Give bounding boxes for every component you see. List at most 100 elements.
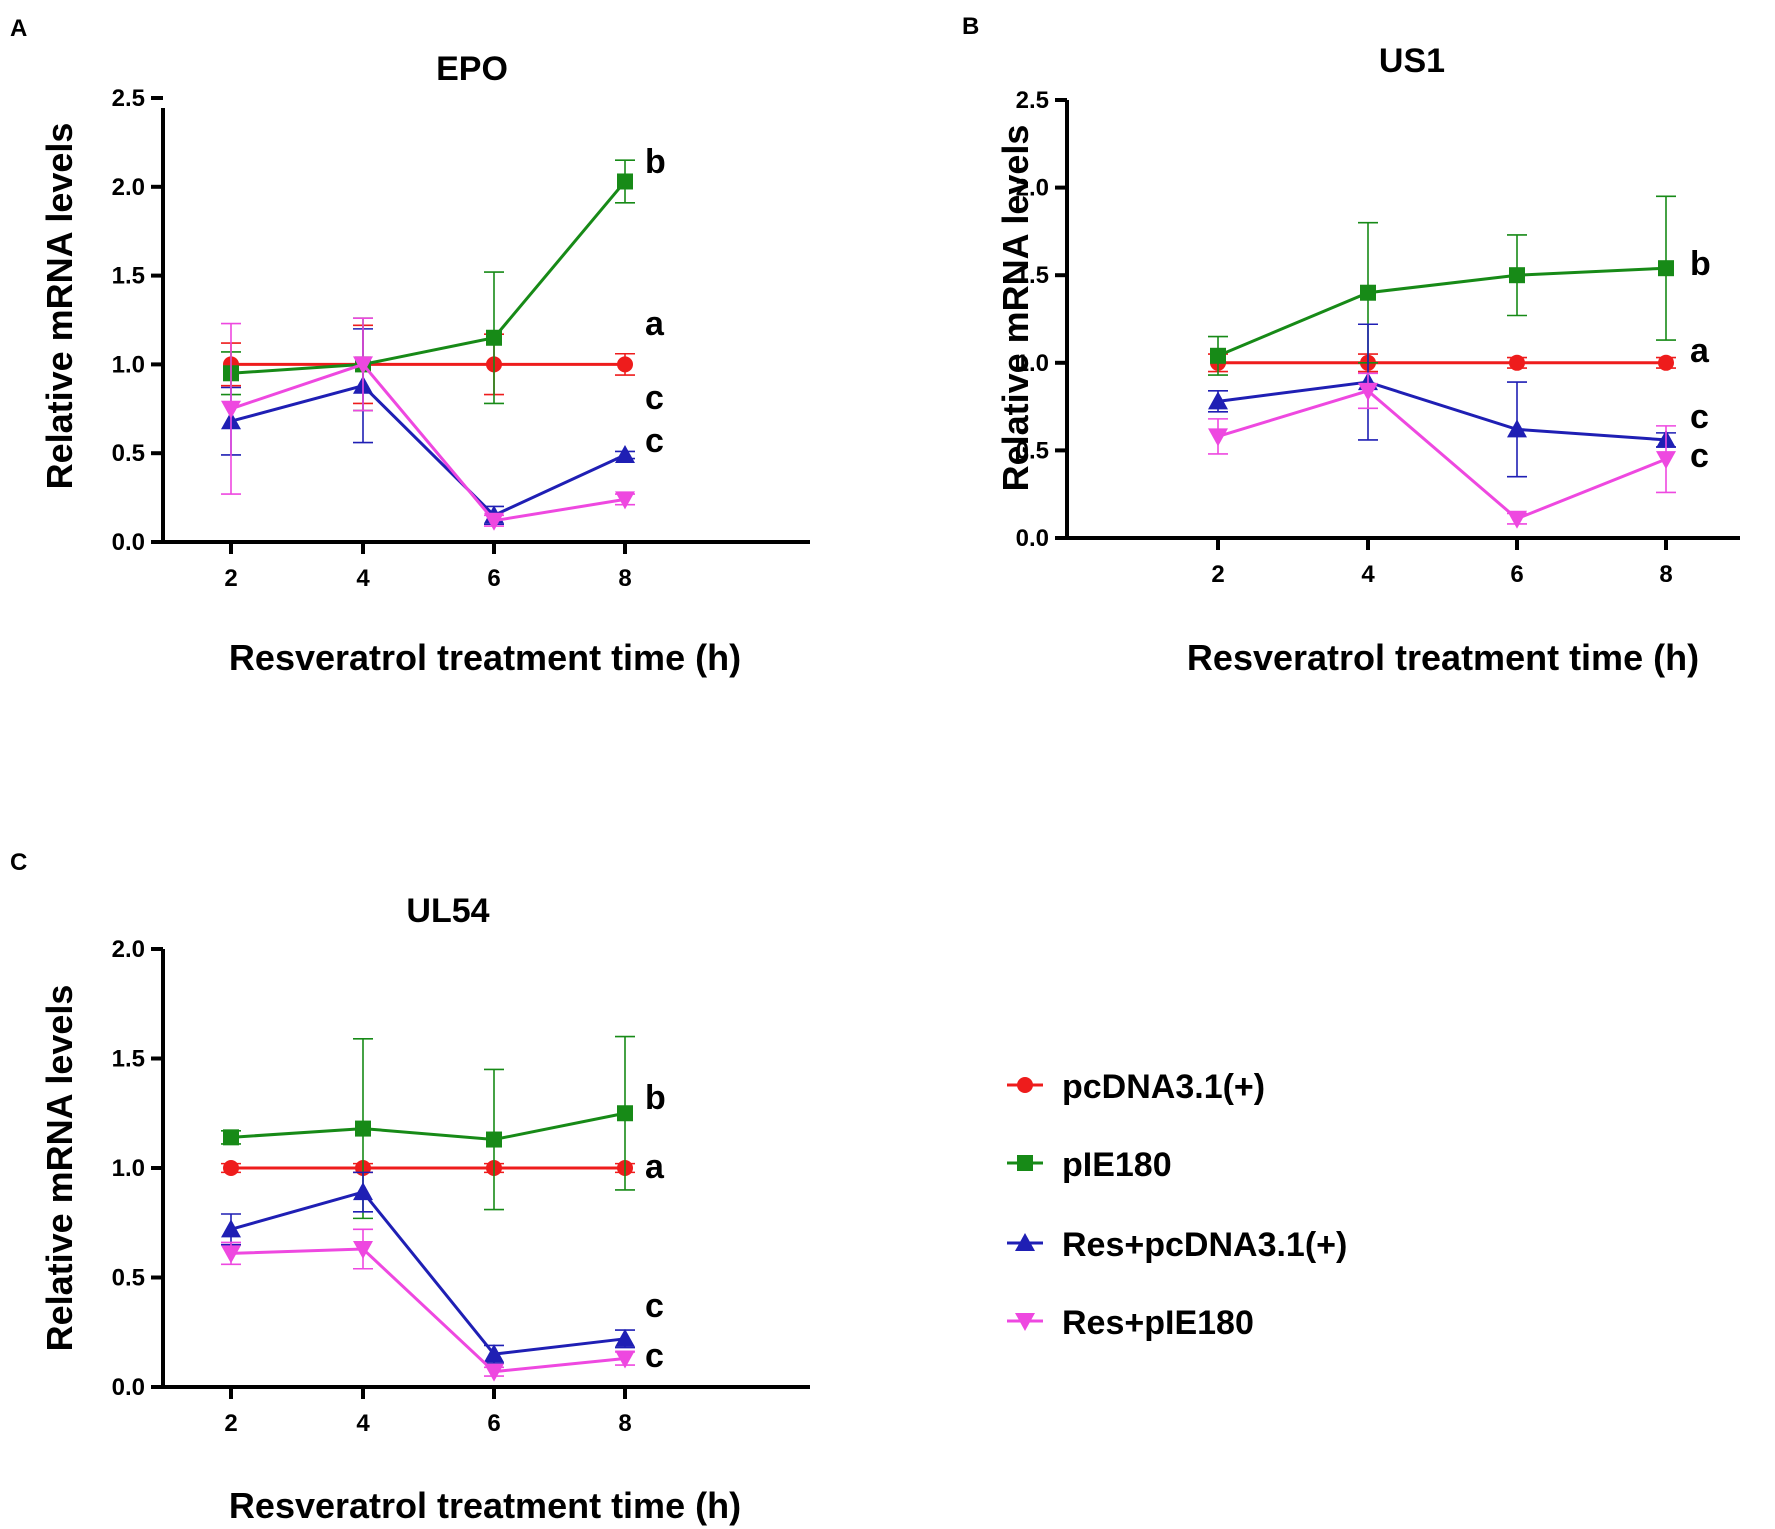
panel-a: A EPO Relative mRNA levels Resveratrol t… [10, 15, 810, 678]
series-1 [221, 1160, 635, 1176]
y-tick-label: 1.0 [1016, 350, 1049, 377]
y-tick-label: 1.5 [1016, 262, 1049, 289]
triangle-up-marker [353, 1182, 373, 1201]
significance-label: c [645, 1287, 664, 1325]
circle-marker-icon [1017, 1077, 1033, 1093]
y-tick-label: 0.0 [112, 1374, 145, 1401]
series-line [230, 1247, 626, 1374]
plot-area [1208, 195, 1676, 529]
series-line [230, 362, 626, 523]
y-tick-label: 1.5 [112, 1046, 145, 1073]
series-line [1217, 380, 1667, 442]
x-tick-label: 4 [356, 1410, 370, 1437]
legend-item: Res+pIE180 [1007, 1304, 1254, 1342]
x-tick-label: 6 [1510, 561, 1523, 588]
series-line [230, 1111, 626, 1142]
circle-marker [1509, 354, 1525, 371]
y-tick-label: 2.0 [1016, 175, 1049, 202]
y-tick-label: 0.5 [1016, 437, 1049, 464]
square-marker [617, 1105, 633, 1122]
y-tick-label: 2.5 [112, 85, 145, 112]
triangle-up-marker [221, 1219, 241, 1238]
series-4 [221, 317, 635, 531]
significance-label: b [1690, 245, 1711, 283]
plot-area [221, 1035, 635, 1382]
triangle-down-marker [221, 400, 241, 419]
y-tick-label: 1.0 [112, 351, 145, 378]
panel-b: B US1 Relative mRNA levels Resveratrol t… [962, 13, 1740, 678]
x-tick-label: 8 [1659, 561, 1672, 588]
panel-letter: C [10, 849, 27, 876]
triangle-up-marker [615, 444, 635, 463]
square-marker [355, 1120, 371, 1137]
significance-label: c [645, 422, 664, 460]
legend-label: Res+pcDNA3.1(+) [1062, 1226, 1347, 1264]
triangle-down-marker [221, 1245, 241, 1264]
y-tick-label: 0.5 [112, 440, 145, 467]
chart-title: US1 [1379, 42, 1445, 80]
square-marker [617, 173, 633, 190]
x-axis-ticks: 2 4 6 8 [1211, 538, 1673, 588]
legend: pcDNA3.1(+) pIE180 Res+pcDNA3.1(+) Res+p… [1007, 1068, 1347, 1342]
square-marker [1509, 267, 1525, 284]
y-tick-label: 2.5 [1016, 87, 1049, 114]
square-marker [1658, 260, 1674, 277]
significance-label: c [1690, 437, 1709, 475]
series-line [1217, 266, 1667, 358]
square-marker [486, 329, 502, 346]
triangle-down-marker [353, 356, 373, 375]
triangle-down-marker [615, 491, 635, 510]
y-tick-label: 2.0 [112, 174, 145, 201]
series-3 [221, 1171, 635, 1364]
y-tick-label: 1.5 [112, 263, 145, 290]
legend-item: pIE180 [1007, 1146, 1172, 1184]
legend-item: Res+pcDNA3.1(+) [1007, 1226, 1347, 1264]
x-tick-label: 2 [224, 1410, 237, 1437]
triangle-up-marker-icon [1015, 1233, 1035, 1251]
triangle-down-marker [1358, 382, 1378, 401]
x-tick-label: 4 [356, 565, 370, 592]
x-tick-label: 2 [224, 565, 237, 592]
x-axis-ticks: 2 4 6 8 [224, 1387, 632, 1437]
series-line [230, 180, 627, 375]
y-axis-label: Relative mRNA levels [39, 123, 80, 490]
y-tick-label: 1.0 [112, 1155, 145, 1182]
series-line [230, 384, 626, 518]
legend-label: Res+pIE180 [1062, 1304, 1254, 1342]
significance-label: c [1690, 398, 1709, 436]
circle-marker [223, 1160, 239, 1176]
series-3 [221, 328, 635, 526]
triangle-up-marker [1208, 391, 1228, 410]
significance-label: b [645, 1079, 666, 1117]
series-2 [221, 159, 635, 412]
y-tick-label: 0.0 [112, 529, 145, 556]
triangle-down-marker [1208, 428, 1228, 447]
legend-label: pIE180 [1062, 1146, 1172, 1184]
square-marker [223, 1129, 239, 1146]
triangle-up-marker [1507, 419, 1527, 438]
x-axis-ticks: 2 4 6 8 [224, 542, 632, 592]
square-marker-icon [1017, 1155, 1033, 1171]
series-2 [1208, 195, 1676, 376]
significance-label: b [645, 143, 666, 181]
series-2 [221, 1035, 635, 1220]
series-1 [1208, 353, 1676, 373]
circle-marker [617, 356, 633, 373]
x-axis-label: Resveratrol treatment time (h) [229, 637, 741, 678]
plot-area [221, 159, 635, 531]
x-tick-label: 8 [618, 565, 631, 592]
series-4 [1208, 372, 1676, 529]
y-tick-label: 2.0 [112, 936, 145, 963]
triangle-down-marker [1656, 451, 1676, 470]
chart-title: UL54 [406, 892, 489, 930]
x-tick-label: 2 [1211, 561, 1224, 588]
x-axis-label: Resveratrol treatment time (h) [1187, 637, 1699, 678]
triangle-down-marker [1507, 510, 1527, 529]
panel-letter: A [10, 15, 27, 42]
y-tick-label: 0.0 [1016, 525, 1049, 552]
series-line [1217, 389, 1667, 521]
triangle-down-marker [484, 512, 504, 531]
